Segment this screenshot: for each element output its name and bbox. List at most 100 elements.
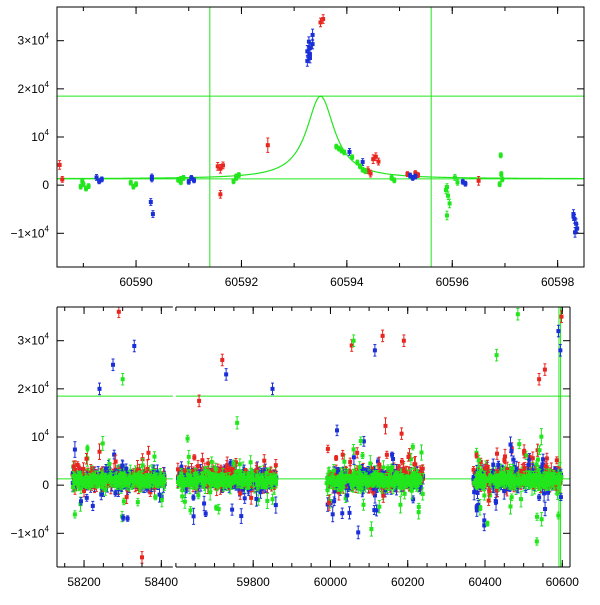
data-green-point bbox=[153, 495, 157, 499]
data-blue-point bbox=[79, 499, 83, 503]
data-red-point bbox=[249, 496, 253, 500]
data-green-point bbox=[500, 177, 504, 181]
data-green-point bbox=[392, 178, 396, 182]
data-green-point bbox=[160, 498, 164, 502]
data-blue-point bbox=[239, 514, 243, 518]
data-blue-point bbox=[150, 175, 154, 179]
data-blue-point bbox=[126, 517, 130, 521]
data-green-point bbox=[73, 512, 77, 516]
data-blue-point bbox=[149, 200, 153, 204]
data-green-point bbox=[189, 508, 193, 512]
data-green-point bbox=[87, 184, 91, 188]
bottom-plot-area bbox=[57, 306, 570, 567]
series-green bbox=[79, 144, 505, 220]
data-blue-point bbox=[100, 177, 104, 181]
data-green-point bbox=[453, 175, 457, 179]
data-red-point bbox=[200, 458, 204, 462]
data-red-point bbox=[228, 468, 232, 472]
data-green-point bbox=[498, 182, 502, 186]
data-red-point bbox=[206, 461, 210, 465]
data-green-point bbox=[238, 462, 242, 466]
top-x-tick-label: 60594 bbox=[330, 275, 364, 289]
data-green-point bbox=[265, 471, 269, 475]
data-blue-point bbox=[204, 512, 208, 516]
data-red-point bbox=[192, 455, 196, 459]
data-green-point bbox=[137, 476, 141, 480]
data-green-point bbox=[116, 481, 120, 485]
data-red-point bbox=[114, 460, 118, 464]
data-blue-point bbox=[113, 491, 117, 495]
season-1 bbox=[71, 306, 167, 563]
data-green-point bbox=[187, 455, 191, 459]
data-blue-point bbox=[85, 496, 89, 500]
data-blue-point bbox=[99, 493, 103, 497]
data-green-point bbox=[448, 201, 452, 205]
data-green-point bbox=[186, 437, 190, 441]
data-green-point bbox=[162, 477, 166, 481]
top-x-tick-label: 60598 bbox=[541, 275, 575, 289]
data-red-point bbox=[221, 163, 225, 167]
data-green-point bbox=[350, 155, 354, 159]
series-blue bbox=[95, 29, 580, 237]
data-blue-point bbox=[202, 502, 206, 506]
data-blue-point bbox=[120, 464, 124, 468]
data-green-point bbox=[113, 476, 117, 480]
data-green-point bbox=[444, 188, 448, 192]
data-green-point bbox=[122, 499, 126, 503]
data-red-point bbox=[76, 463, 80, 467]
data-blue-point bbox=[98, 387, 102, 391]
data-green-point bbox=[108, 478, 112, 482]
season-2 bbox=[176, 354, 278, 524]
top-y-tick-label: −1×104 bbox=[11, 224, 50, 240]
data-blue-point bbox=[573, 230, 577, 234]
top-x-tick-label: 60596 bbox=[436, 275, 470, 289]
data-green-point bbox=[499, 172, 503, 176]
data-red-point bbox=[225, 464, 229, 468]
data-red-point bbox=[262, 459, 266, 463]
data-blue-point bbox=[463, 182, 467, 186]
data-green-point bbox=[217, 507, 221, 511]
data-blue-point bbox=[192, 514, 196, 518]
top-frame bbox=[57, 7, 584, 267]
data-red-point bbox=[196, 464, 200, 468]
data-red-point bbox=[84, 457, 88, 461]
data-red-point bbox=[117, 310, 121, 314]
data-green-point bbox=[208, 490, 212, 494]
data-blue-point bbox=[132, 344, 136, 348]
data-green-point bbox=[157, 478, 161, 482]
data-green-point bbox=[249, 460, 253, 464]
data-blue-point bbox=[311, 33, 315, 37]
data-green-point bbox=[133, 479, 137, 483]
data-red-point bbox=[238, 491, 242, 495]
data-blue-point bbox=[307, 40, 311, 44]
data-green-point bbox=[101, 441, 105, 445]
data-green-point bbox=[73, 477, 77, 481]
data-red-point bbox=[176, 467, 180, 471]
top-plot-area bbox=[57, 7, 584, 267]
data-green-point bbox=[196, 493, 200, 497]
data-green-point bbox=[134, 182, 138, 186]
data-red-point bbox=[98, 450, 102, 454]
data-green-point bbox=[456, 180, 460, 184]
data-blue-point bbox=[230, 508, 234, 512]
data-blue-point bbox=[308, 52, 312, 56]
top-y-tick-label: 2×104 bbox=[18, 80, 50, 96]
data-green-point bbox=[93, 477, 97, 481]
data-green-point bbox=[153, 479, 157, 483]
data-blue-point bbox=[571, 214, 575, 218]
data-blue-point bbox=[121, 516, 125, 520]
data-green-point bbox=[88, 477, 92, 481]
data-green-point bbox=[142, 481, 146, 485]
data-green-point bbox=[499, 153, 503, 157]
data-red-point bbox=[266, 143, 270, 147]
data-green-point bbox=[342, 150, 346, 154]
data-green-point bbox=[147, 478, 151, 482]
data-blue-point bbox=[274, 503, 278, 507]
data-red-point bbox=[319, 20, 323, 24]
data-green-point bbox=[71, 485, 75, 489]
data-red-point bbox=[81, 467, 85, 471]
data-red-point bbox=[376, 160, 380, 164]
